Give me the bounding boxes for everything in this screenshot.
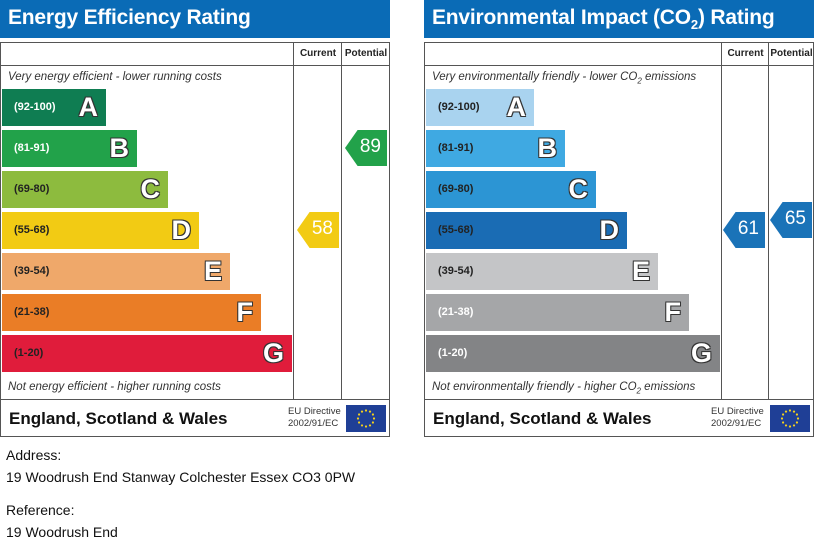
band-letter: D: [599, 215, 620, 245]
chart-frame: Current Potential Very energy efficient …: [0, 42, 390, 437]
bottom-caption: Not environmentally friendly - higher CO…: [432, 381, 696, 396]
band-letter: D: [171, 215, 192, 245]
band-range-label: (92-100): [14, 101, 56, 113]
eu-flag-icon: [770, 405, 810, 432]
address-label: Address:: [6, 447, 62, 463]
band-range-label: (1-20): [14, 347, 44, 359]
band-letter: A: [78, 92, 99, 122]
band-c: (69-80) C: [2, 171, 168, 208]
top-caption: Very energy efficient - lower running co…: [8, 71, 222, 83]
chart-frame: Current Potential Very environmentally f…: [424, 42, 814, 437]
environmental-impact-chart: Environmental Impact (CO2) Rating Curren…: [424, 0, 814, 437]
band-letter: B: [109, 133, 130, 163]
band-a: (92-100) A: [2, 89, 106, 126]
band-range-label: (81-91): [14, 142, 50, 154]
band-range-label: (55-68): [438, 224, 474, 236]
eu-directive-text: EU Directive 2002/91/EC: [711, 406, 764, 429]
energy-efficiency-chart: Energy Efficiency Rating Current Potenti…: [0, 0, 390, 437]
potential-rating-pointer: 65: [770, 202, 812, 238]
reference-label: Reference:: [6, 502, 75, 518]
top-caption: Very environmentally friendly - lower CO…: [432, 71, 697, 86]
eu-flag-icon: [346, 405, 386, 432]
band-letter: A: [506, 92, 527, 122]
band-g: (1-20) G: [426, 335, 720, 372]
band-letter: G: [690, 338, 712, 368]
current-rating-pointer: 61: [723, 212, 765, 248]
region-label: England, Scotland & Wales: [433, 409, 652, 428]
band-b: (81-91) B: [426, 130, 565, 167]
band-letter: B: [537, 133, 558, 163]
band-f: (21-38) F: [426, 294, 689, 331]
chart-title: Environmental Impact (CO2) Rating: [424, 0, 814, 38]
potential-rating-pointer: 89: [345, 130, 387, 166]
band-c: (69-80) C: [426, 171, 596, 208]
current-rating-pointer: 58: [297, 212, 339, 248]
column-header-current: Current: [727, 48, 764, 59]
band-g: (1-20) G: [2, 335, 292, 372]
address-value: 19 Woodrush End Stanway Colchester Essex…: [6, 469, 356, 485]
band-range-label: (92-100): [438, 101, 480, 113]
chart-title: Energy Efficiency Rating: [0, 0, 390, 38]
band-letter: F: [236, 297, 254, 327]
band-e: (39-54) E: [426, 253, 658, 290]
band-d: (55-68) D: [426, 212, 627, 249]
region-label: England, Scotland & Wales: [9, 409, 228, 428]
band-d: (55-68) D: [2, 212, 199, 249]
band-letter: C: [140, 174, 161, 204]
band-a: (92-100) A: [426, 89, 534, 126]
band-letter: C: [568, 174, 589, 204]
band-e: (39-54) E: [2, 253, 230, 290]
band-range-label: (69-80): [438, 183, 474, 195]
band-range-label: (81-91): [438, 142, 474, 154]
eu-directive-text: EU Directive 2002/91/EC: [288, 406, 341, 429]
reference-value: 19 Woodrush End: [6, 524, 118, 540]
band-b: (81-91) B: [2, 130, 137, 167]
band-range-label: (21-38): [14, 306, 50, 318]
band-range-label: (55-68): [14, 224, 50, 236]
band-range-label: (39-54): [14, 265, 50, 277]
band-letter: E: [631, 256, 650, 286]
band-letter: E: [203, 256, 222, 286]
column-header-current: Current: [299, 48, 337, 59]
band-letter: F: [664, 297, 682, 327]
band-f: (21-38) F: [2, 294, 261, 331]
band-range-label: (39-54): [438, 265, 474, 277]
band-letter: G: [262, 338, 284, 368]
band-range-label: (69-80): [14, 183, 50, 195]
band-range-label: (1-20): [438, 347, 468, 359]
column-header-potential: Potential: [344, 48, 388, 59]
column-header-potential: Potential: [770, 48, 813, 59]
band-range-label: (21-38): [438, 306, 474, 318]
bottom-caption: Not energy efficient - higher running co…: [8, 381, 221, 393]
